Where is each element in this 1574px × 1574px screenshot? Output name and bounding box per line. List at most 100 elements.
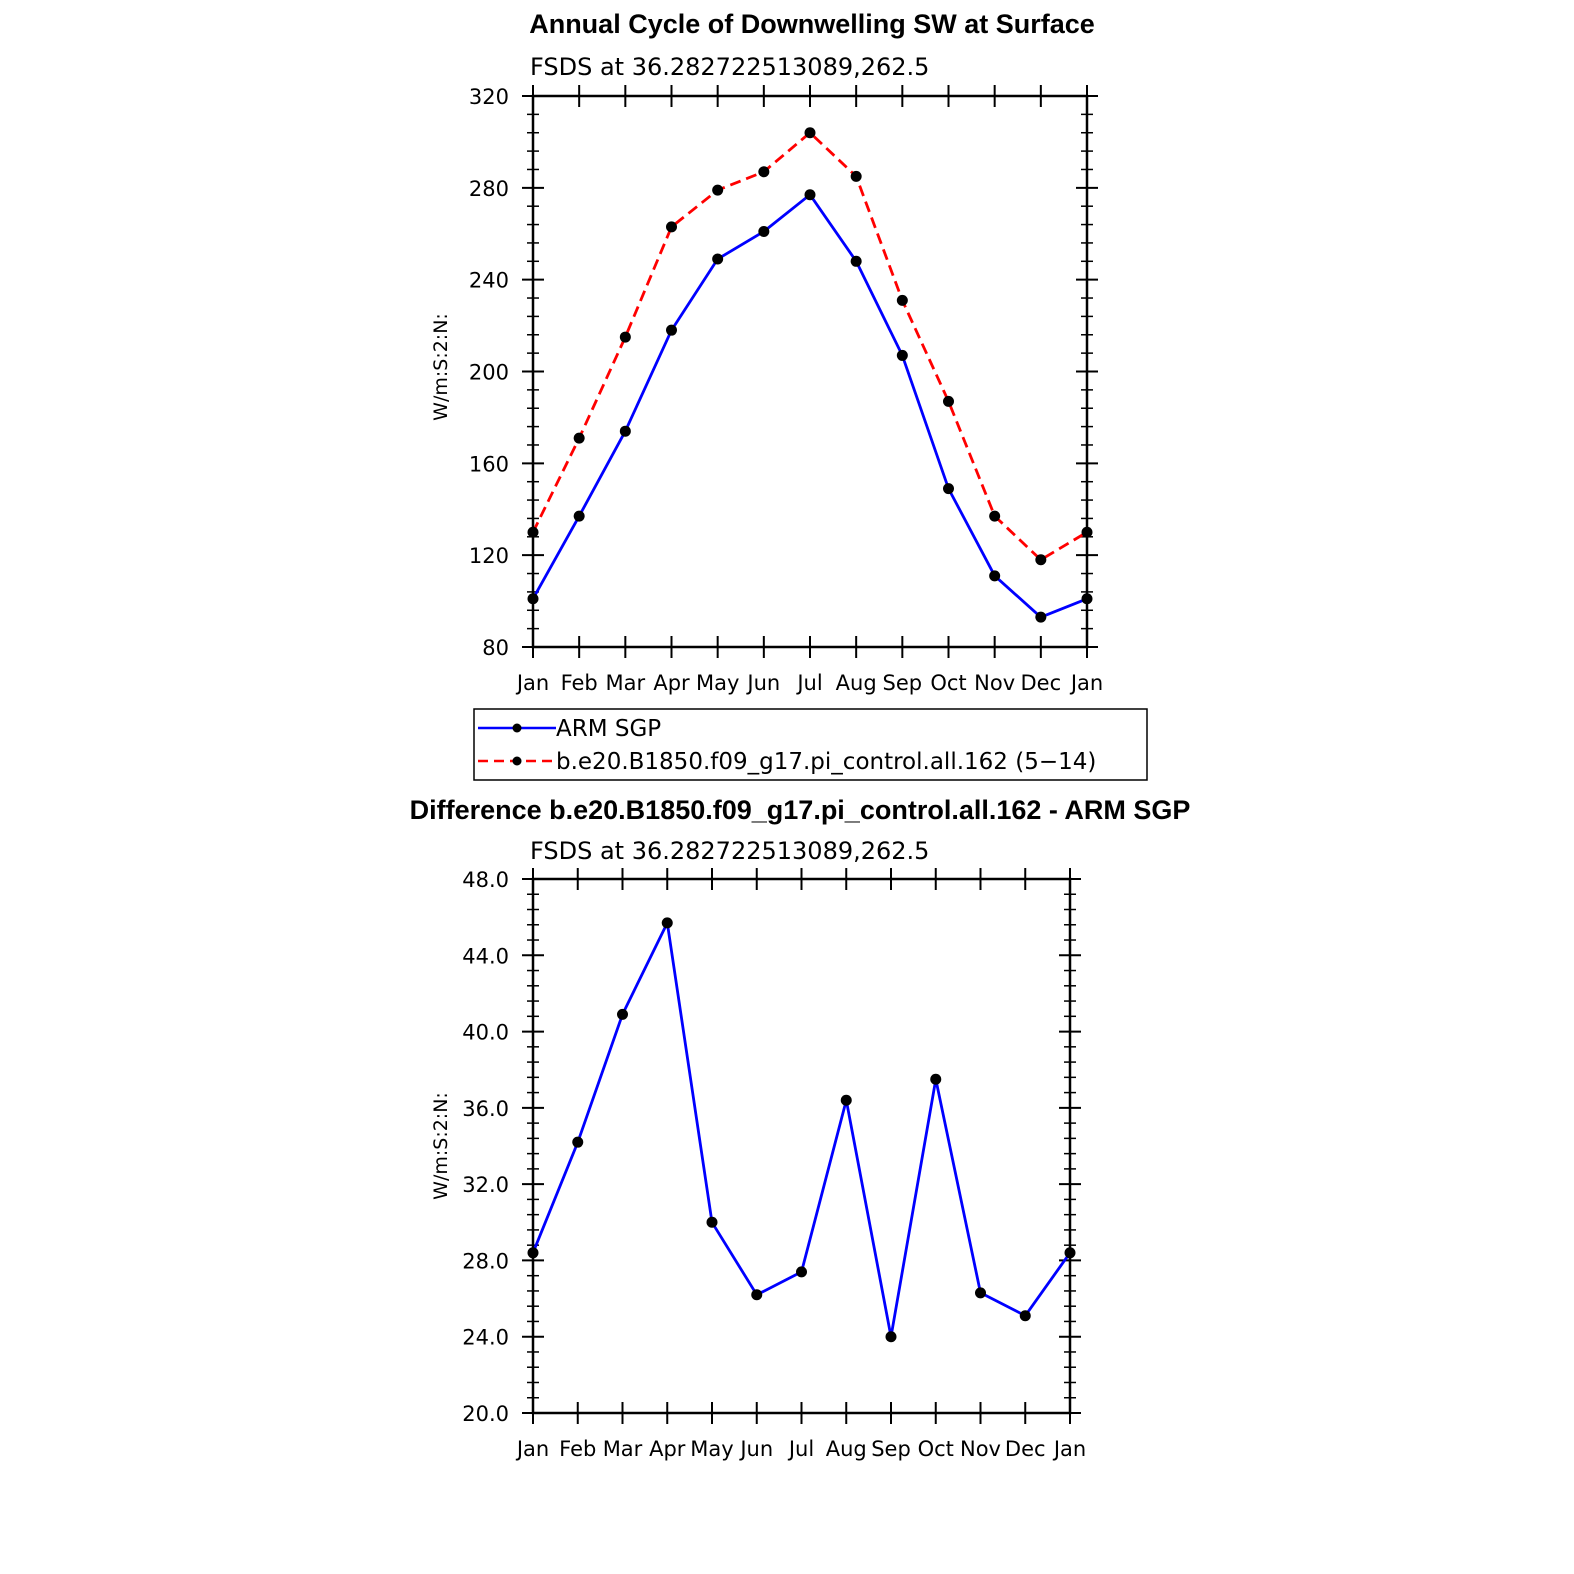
y-axis-label: W/m:S:2:N: <box>430 1092 452 1200</box>
data-point <box>573 510 585 522</box>
chart-subtitle: FSDS at 36.282722513089,262.5 <box>530 837 929 865</box>
data-point <box>619 331 631 343</box>
x-tick-label: Jul <box>787 1437 814 1461</box>
legend-entry-model: b.e20.B1850.f09_g17.pi_control.all.162 (… <box>478 749 1096 775</box>
y-tick-label: 40.0 <box>462 1021 509 1045</box>
data-point <box>885 1331 897 1343</box>
data-point <box>840 1094 852 1106</box>
chart-title: Annual Cycle of Downwelling SW at Surfac… <box>529 9 1095 39</box>
x-tick-label: Feb <box>559 1437 596 1461</box>
y-tick-label: 240 <box>469 269 509 293</box>
data-point <box>751 1289 763 1301</box>
data-point <box>758 225 770 237</box>
x-tick-label: Mar <box>603 1437 643 1461</box>
y-tick-label: 280 <box>469 177 509 201</box>
data-point <box>943 483 954 495</box>
data-point <box>527 1247 539 1259</box>
x-tick-label: Oct <box>930 671 966 695</box>
data-point <box>572 1136 584 1148</box>
data-point <box>1035 554 1047 566</box>
y-axis-label: W/m:S:2:N: <box>430 313 452 421</box>
chart-subtitle: FSDS at 36.282722513089,262.5 <box>530 53 929 81</box>
data-point <box>706 1216 718 1228</box>
data-point <box>661 917 673 929</box>
x-tick-label: Jun <box>745 671 780 695</box>
x-tick-label: Dec <box>1005 1437 1046 1461</box>
data-point <box>1035 611 1047 623</box>
legend-label-model: b.e20.B1850.f09_g17.pi_control.all.162 (… <box>556 749 1096 775</box>
data-point <box>1019 1310 1031 1322</box>
x-tick-label: Mar <box>606 671 646 695</box>
series-layer <box>527 127 1093 623</box>
y-tick-label: 28.0 <box>462 1249 509 1273</box>
data-point <box>989 510 1001 522</box>
x-tick-label: Jan <box>1069 671 1103 695</box>
difference-chart: Difference b.e20.B1850.f09_g17.pi_contro… <box>410 795 1191 1461</box>
y-tick-label: 20.0 <box>462 1402 509 1426</box>
data-point <box>975 1287 986 1299</box>
x-tick-label: Dec <box>1021 671 1062 695</box>
legend: ARM SGP b.e20.B1850.f09_g17.pi_control.a… <box>473 708 1148 781</box>
data-point <box>573 432 585 444</box>
data-point <box>1081 593 1093 605</box>
data-point <box>712 253 724 265</box>
x-tick-label: Aug <box>836 671 877 695</box>
data-point <box>527 526 539 538</box>
data-point <box>619 425 631 437</box>
x-tick-label: Sep <box>883 671 923 695</box>
y-tick-label: 36.0 <box>462 1097 509 1121</box>
legend-box <box>473 708 1148 781</box>
x-tick-label: Aug <box>826 1437 867 1461</box>
x-tick-label: Jun <box>738 1437 773 1461</box>
data-point <box>989 570 1001 582</box>
y-tick-label: 320 <box>469 85 509 109</box>
x-tick-label: Apr <box>649 1437 686 1461</box>
data-point <box>804 127 816 139</box>
y-tick-label: 44.0 <box>462 944 509 968</box>
data-point <box>943 395 954 407</box>
x-tick-label: May <box>696 671 739 695</box>
y-tick-label: 24.0 <box>462 1326 509 1350</box>
y-tick-label: 32.0 <box>462 1173 509 1197</box>
y-tick-label: 120 <box>469 544 509 568</box>
data-point <box>850 170 862 182</box>
x-tick-label: Nov <box>960 1437 1001 1461</box>
data-point <box>527 593 539 605</box>
data-point <box>896 349 908 361</box>
data-point <box>804 189 816 201</box>
x-tick-label: Nov <box>974 671 1015 695</box>
axes: 20.0 24.0 28.0 32.0 36.0 40.0 44.0 48.0 Jan Feb Ma… <box>462 868 1086 1461</box>
series-layer <box>527 917 1076 1343</box>
annual-cycle-chart: Annual Cycle of Downwelling SW at Surfac… <box>430 9 1103 695</box>
data-point <box>758 166 770 178</box>
data-point <box>930 1073 942 1085</box>
y-tick-label: 200 <box>469 361 509 385</box>
data-point <box>796 1266 807 1278</box>
data-point <box>712 184 724 196</box>
x-tick-label: Apr <box>653 671 690 695</box>
x-tick-label: Sep <box>871 1437 911 1461</box>
data-point <box>1081 526 1093 538</box>
data-point <box>850 255 862 267</box>
x-tick-label: Feb <box>561 671 598 695</box>
axes: 80 120 160 200 240 280 320 Jan Feb Mar Apr May Jun Ju… <box>469 85 1103 695</box>
series-line-0 <box>531 193 1088 619</box>
x-tick-label: Jan <box>1052 1437 1086 1461</box>
x-tick-label: May <box>690 1437 733 1461</box>
y-tick-label: 80 <box>482 636 509 660</box>
chart-title: Difference b.e20.B1850.f09_g17.pi_contro… <box>410 795 1191 825</box>
data-point <box>666 324 677 336</box>
data-point <box>1064 1247 1076 1259</box>
data-point <box>617 1008 628 1020</box>
x-tick-label: Jan <box>515 1437 549 1461</box>
legend-entry-arm-sgp: ARM SGP <box>478 716 661 742</box>
x-tick-label: Jul <box>795 671 822 695</box>
legend-marker-arm-sgp <box>512 723 522 733</box>
x-tick-label: Jan <box>515 671 549 695</box>
legend-marker-model <box>512 756 522 766</box>
plot-frame <box>531 877 1072 1415</box>
data-point <box>896 294 908 306</box>
y-tick-label: 48.0 <box>462 868 509 892</box>
x-tick-label: Oct <box>918 1437 954 1461</box>
